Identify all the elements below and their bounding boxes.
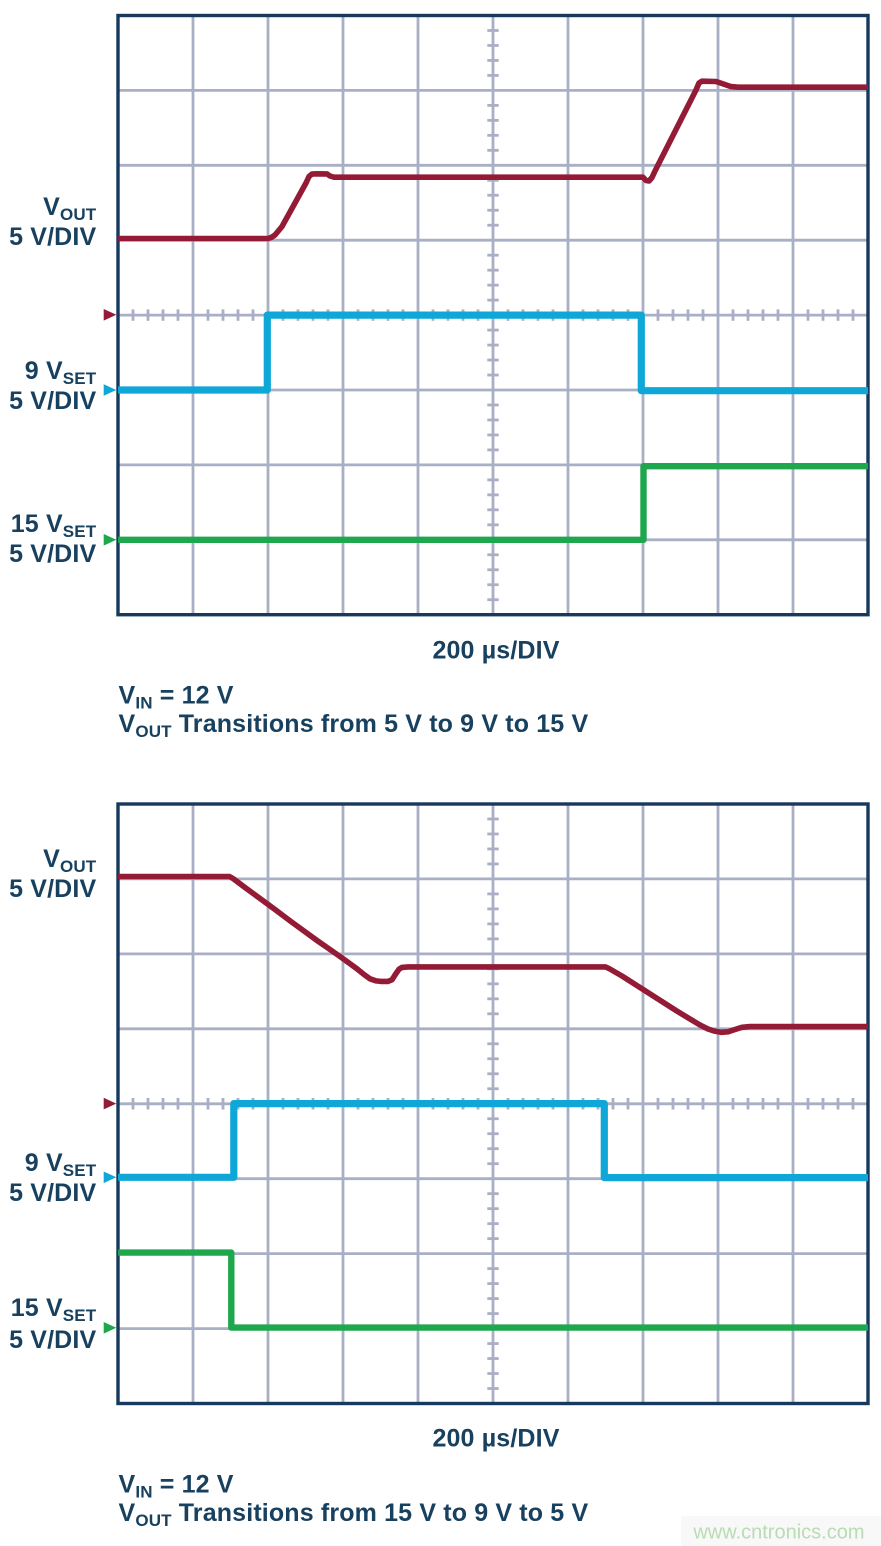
svg-text:VOUT Transitions from 5 V to 9: VOUT Transitions from 5 V to 9 V to 15 V xyxy=(119,710,589,741)
svg-text:200 µs/DIV: 200 µs/DIV xyxy=(432,1424,559,1452)
svg-text:200 µs/DIV: 200 µs/DIV xyxy=(432,637,559,665)
svg-text:5 V/DIV: 5 V/DIV xyxy=(9,223,96,251)
svg-text:15 VSET: 15 VSET xyxy=(11,1294,97,1325)
svg-text:5 V/DIV: 5 V/DIV xyxy=(9,1179,96,1207)
svg-text:5 V/DIV: 5 V/DIV xyxy=(9,540,96,568)
svg-text:www.cntronics.com: www.cntronics.com xyxy=(692,1522,864,1544)
svg-text:VOUT Transitions from 15 V to: VOUT Transitions from 15 V to 9 V to 5 V xyxy=(119,1499,589,1530)
svg-text:5 V/DIV: 5 V/DIV xyxy=(9,387,96,415)
svg-text:5 V/DIV: 5 V/DIV xyxy=(9,875,96,903)
svg-text:5 V/DIV: 5 V/DIV xyxy=(9,1326,96,1354)
